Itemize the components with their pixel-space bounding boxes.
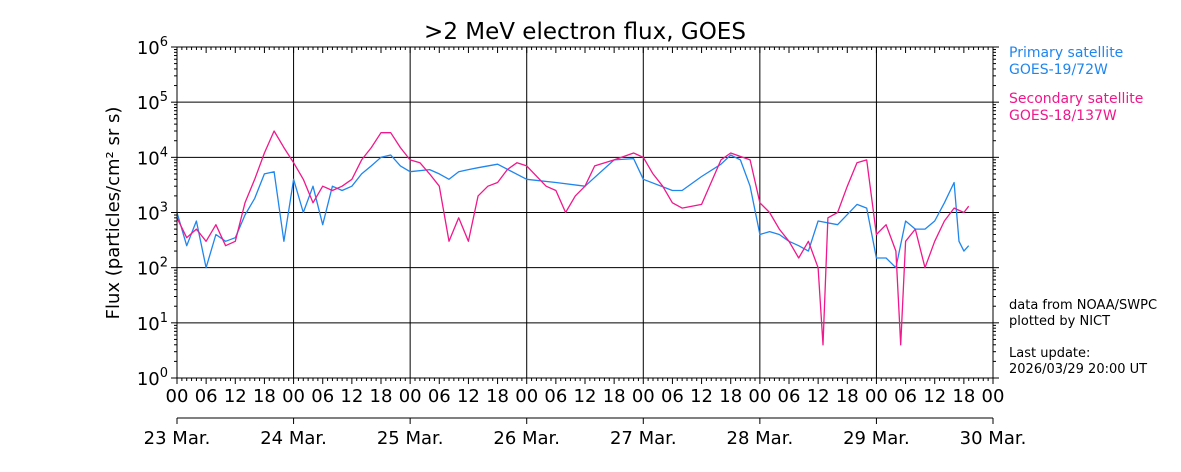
date-label: 23 Mar. (144, 428, 211, 449)
axis-ticks (171, 46, 999, 384)
legend-primary: Primary satellite GOES-19/72W (1009, 45, 1123, 79)
y-tick-label: 103 (137, 201, 168, 225)
x-hour-label: 00 (982, 386, 1005, 407)
legend-primary-satellite: GOES-19/72W (1009, 62, 1108, 78)
x-hour-label: 12 (224, 386, 247, 407)
series-line-secondary (176, 130, 970, 346)
x-hour-label: 12 (457, 386, 480, 407)
x-hour-label: 06 (195, 386, 218, 407)
date-label: 30 Mar. (960, 428, 1027, 449)
plotted-by-line: plotted by NICT (1009, 314, 1111, 329)
x-hour-label: 18 (253, 386, 276, 407)
x-tick-labels: 00 06 12 18 00 06 12 18 00 06 12 18 00 06 12 18 00 06 12 18… (166, 386, 1005, 407)
x-hour-label: 18 (603, 386, 626, 407)
x-hour-label: 12 (690, 386, 713, 407)
x-hour-label: 00 (748, 386, 771, 407)
x-hour-label: 06 (778, 386, 801, 407)
x-hour-label: 18 (719, 386, 742, 407)
legend-secondary-satellite: GOES-18/137W (1009, 108, 1117, 124)
y-axis-label: Flux (particles/cm² sr s) (103, 107, 124, 320)
date-label: 28 Mar. (727, 428, 794, 449)
last-update-value: 2026/03/29 20:00 UT (1009, 362, 1148, 377)
x-hour-label: 18 (836, 386, 859, 407)
x-hour-label: 18 (486, 386, 509, 407)
x-hour-label: 00 (515, 386, 538, 407)
chart-title: >2 MeV electron flux, GOES (424, 19, 746, 45)
x-hour-label: 06 (311, 386, 334, 407)
x-hour-label: 12 (807, 386, 830, 407)
date-label: 27 Mar. (610, 428, 677, 449)
series-layer (176, 130, 970, 346)
x-hour-label: 12 (574, 386, 597, 407)
x-hour-label: 18 (952, 386, 975, 407)
date-label: 25 Mar. (377, 428, 444, 449)
x-hour-label: 12 (340, 386, 363, 407)
x-hour-label: 00 (632, 386, 655, 407)
series-line-primary (176, 154, 970, 269)
last-update-note: Last update: 2026/03/29 20:00 UT (1009, 346, 1147, 378)
data-source-note: data from NOAA/SWPC plotted by NICT (1009, 298, 1157, 330)
x-hour-label: 06 (894, 386, 917, 407)
legend-secondary: Secondary satellite GOES-18/137W (1009, 91, 1143, 125)
x-hour-label: 00 (282, 386, 305, 407)
x-hour-label: 06 (544, 386, 567, 407)
data-source-line: data from NOAA/SWPC (1009, 298, 1158, 313)
y-tick-label: 101 (137, 311, 168, 335)
y-tick-labels: 100 101 102 103 104 105 106 (137, 35, 168, 390)
y-tick-label: 102 (137, 256, 168, 280)
y-tick-label: 106 (137, 35, 168, 59)
x-hour-label: 00 (399, 386, 422, 407)
date-label: 29 Mar. (843, 428, 910, 449)
x-hour-label: 18 (370, 386, 393, 407)
x-hour-label: 06 (661, 386, 684, 407)
x-hour-label: 00 (865, 386, 888, 407)
x-hour-label: 06 (428, 386, 451, 407)
date-axis: 23 Mar. 24 Mar. 25 Mar. 26 Mar. 27 Mar. 28 Ma… (144, 418, 1027, 449)
last-update-label: Last update: (1009, 346, 1091, 361)
date-label: 24 Mar. (260, 428, 327, 449)
y-tick-label: 100 (137, 366, 168, 390)
y-tick-label: 105 (137, 90, 168, 114)
y-tick-label: 104 (137, 145, 168, 169)
x-hour-label: 00 (166, 386, 189, 407)
x-hour-label: 12 (923, 386, 946, 407)
legend-secondary-title: Secondary satellite (1009, 91, 1144, 107)
legend-primary-title: Primary satellite (1009, 45, 1124, 61)
grid-lines (177, 47, 993, 378)
date-label: 26 Mar. (493, 428, 560, 449)
